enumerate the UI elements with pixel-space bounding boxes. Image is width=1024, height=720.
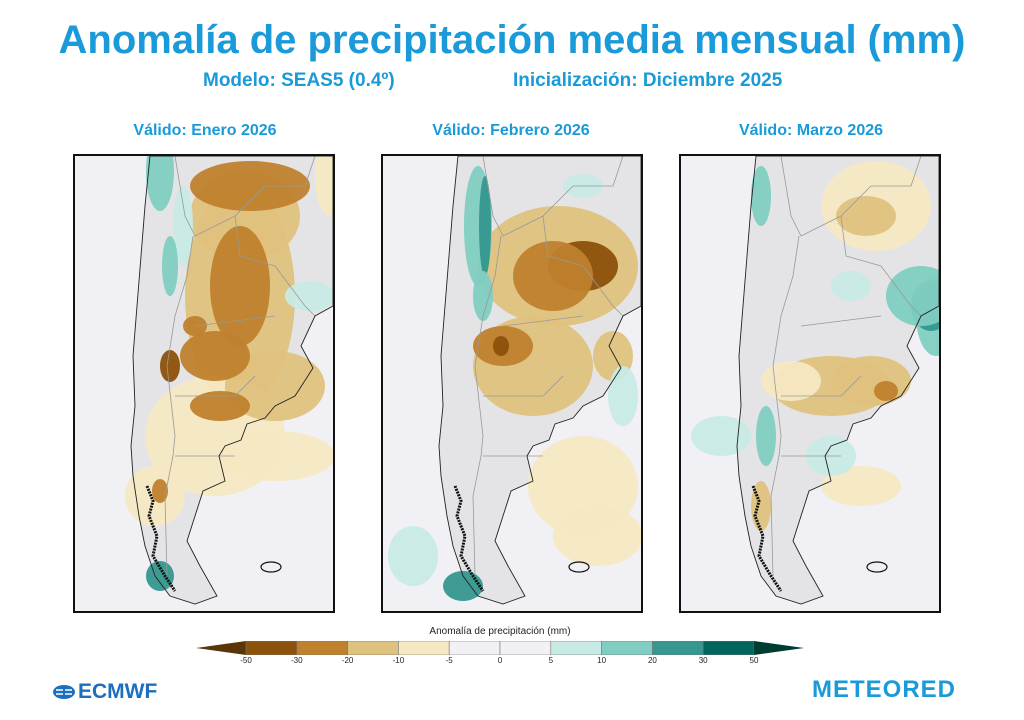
colorbar-arrow-high [754, 641, 804, 655]
model-label: Modelo: SEAS5 (0.4º) [203, 70, 395, 91]
anomaly-area [886, 266, 939, 326]
fjord-coast [453, 485, 485, 592]
border-line [483, 315, 584, 457]
colorbar-tick: -30 [291, 656, 303, 665]
map-february [381, 154, 643, 613]
border-line [472, 235, 502, 577]
colorbar-tick: 5 [548, 656, 554, 665]
colorbar-arrow-low [196, 641, 246, 655]
colorbar-title: Anomalía de precipitación (mm) [429, 626, 571, 637]
anomaly-area [315, 156, 333, 216]
anomaly-area [691, 416, 751, 456]
anomaly-area [553, 506, 641, 566]
anomaly-area [493, 336, 509, 356]
meteored-logo: METEORED [812, 676, 957, 703]
panel-title-january: Válido: Enero 2026 [133, 122, 277, 139]
anomaly-area [831, 271, 871, 301]
colorbar-tick: -20 [341, 656, 354, 665]
colorbar-tick: -5 [445, 656, 453, 665]
anomaly-area [162, 236, 178, 296]
anomaly-area [751, 166, 771, 226]
panel-title-march: Válido: Marzo 2026 [738, 122, 884, 139]
anomaly-area [608, 366, 638, 426]
coastline [130, 156, 333, 605]
anomaly-area [152, 479, 168, 503]
fjord-coast [145, 485, 177, 592]
falkland-islands [260, 561, 282, 573]
initialization-label: Inicialización: Diciembre 2025 [513, 70, 783, 91]
colorbar-tick: 50 [749, 656, 759, 665]
anomaly-area [173, 186, 193, 266]
falkland-islands [866, 561, 888, 573]
anomaly-area [190, 161, 310, 211]
colorbar-segment [601, 641, 653, 655]
border-line [542, 215, 624, 317]
anomaly-area [473, 271, 493, 321]
border-line [840, 215, 922, 317]
anomaly-area [831, 356, 911, 406]
page-title: Anomalía de precipitación media mensual … [58, 18, 966, 62]
anomaly-area [215, 431, 333, 481]
border-line [234, 215, 316, 317]
colorbar-segment [398, 641, 450, 655]
colorbar-tick: -50 [240, 656, 252, 665]
colorbar [196, 641, 804, 655]
colorbar-tick: -10 [392, 656, 405, 665]
colorbar-segment [448, 641, 501, 655]
anomaly-area [190, 391, 250, 421]
ecmwf-logo: ECMWF [52, 680, 157, 704]
anomaly-area [751, 481, 771, 531]
anomaly-area [388, 526, 438, 586]
anomaly-area [836, 196, 896, 236]
ecmwf-logo-icon [53, 685, 75, 699]
anomaly-area [821, 466, 901, 506]
fjord-coast [751, 485, 783, 592]
anomaly-area [756, 406, 776, 466]
anomaly-area [285, 281, 333, 311]
border-line [175, 315, 276, 457]
colorbar-segment [550, 641, 602, 655]
colorbar-tick: 10 [597, 656, 607, 665]
anomaly-area [761, 361, 821, 401]
anomaly-area [225, 351, 325, 421]
map-january [73, 154, 335, 613]
anomaly-area [160, 350, 180, 382]
anomaly-area [210, 226, 270, 346]
anomaly-area [513, 241, 593, 311]
colorbar-segment [652, 641, 704, 655]
colorbar-tick: 30 [698, 656, 708, 665]
colorbar-segment [245, 641, 298, 655]
falkland-islands [568, 561, 590, 573]
map-march [679, 154, 941, 613]
anomaly-area [874, 381, 898, 401]
colorbar-tick: 20 [647, 656, 657, 665]
coastline [736, 156, 939, 605]
border-line [770, 235, 800, 577]
anomaly-area [180, 331, 250, 381]
border-line [781, 315, 882, 457]
colorbar-segment [702, 641, 755, 655]
panel-title-february: Válido: Febrero 2026 [432, 122, 590, 139]
anomaly-area [146, 156, 174, 211]
colorbar-segment [499, 641, 552, 655]
border-line [164, 235, 194, 577]
colorbar-tick: 0 [497, 656, 503, 665]
colorbar-segment [347, 641, 399, 655]
anomaly-area [479, 176, 491, 276]
colorbar-segment [296, 641, 348, 655]
coastline [438, 156, 641, 605]
